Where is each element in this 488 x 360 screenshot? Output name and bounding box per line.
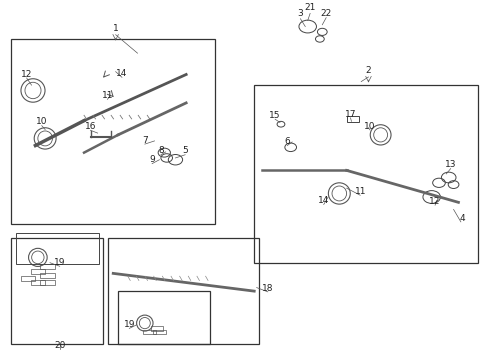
Text: 13: 13 [444,160,455,169]
Bar [153,330,165,334]
Bar [143,330,156,334]
Text: 17: 17 [344,109,356,118]
Bar [150,326,163,330]
Text: 15: 15 [269,111,280,120]
Text: 7: 7 [142,136,147,145]
Text: 12: 12 [428,197,440,206]
Text: 14: 14 [317,196,329,205]
Text: 16: 16 [84,122,96,131]
Bar [40,280,55,285]
Text: 10: 10 [364,122,375,131]
Text: 9: 9 [149,156,155,165]
Text: 22: 22 [320,9,331,18]
Text: 8: 8 [158,147,163,156]
Bar [30,269,45,274]
Text: 2: 2 [365,66,370,75]
Text: 3: 3 [297,9,303,18]
Bar [30,280,45,285]
Text: 18: 18 [262,284,273,293]
Bar [21,276,35,281]
Text: 6: 6 [284,137,289,146]
Text: 4: 4 [459,213,464,222]
Bar [40,264,55,269]
Text: 20: 20 [54,341,65,350]
Text: 21: 21 [304,3,315,12]
Text: 19: 19 [123,320,135,329]
Bar [40,273,55,278]
Text: 5: 5 [182,147,188,156]
Text: 12: 12 [21,70,32,79]
Text: 11: 11 [354,187,365,196]
Text: 1: 1 [113,24,118,33]
Text: 10: 10 [36,117,47,126]
Text: 11: 11 [102,91,113,100]
Text: 19: 19 [54,258,65,267]
Text: 14: 14 [116,69,127,78]
